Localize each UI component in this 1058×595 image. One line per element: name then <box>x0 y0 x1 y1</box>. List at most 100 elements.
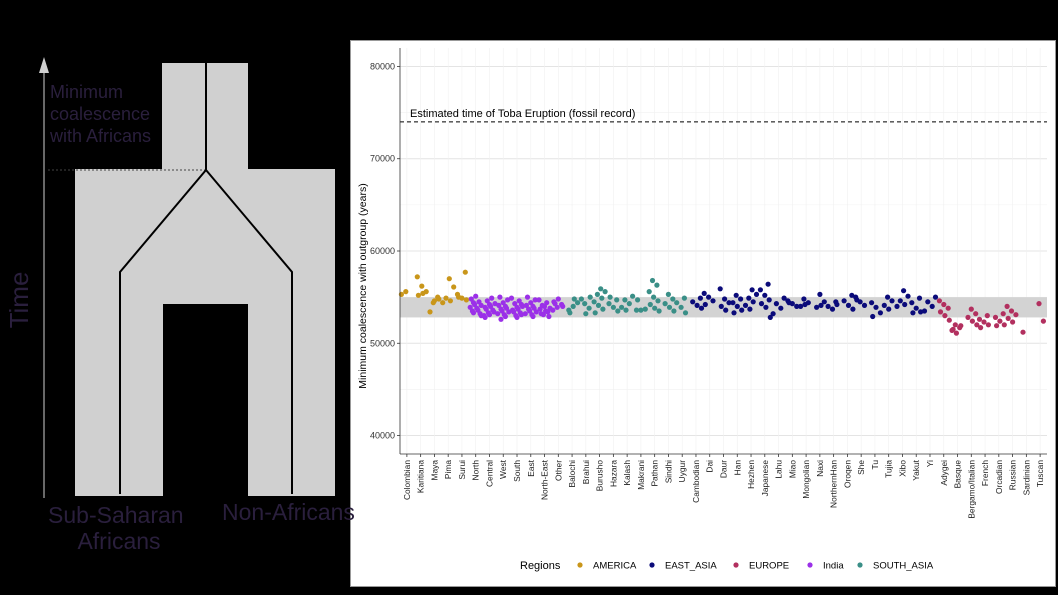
data-point-Adygei <box>937 309 944 315</box>
data-point-Kalash <box>622 297 628 303</box>
data-point-Balochi <box>571 296 577 302</box>
data-point-South <box>508 295 515 301</box>
data-point-Cambodian <box>690 299 696 305</box>
data-point-Orcadian <box>1001 322 1007 328</box>
x-tick-label: North-East <box>540 459 550 500</box>
data-point-North-East <box>537 306 543 312</box>
data-point-Pathan <box>654 282 660 288</box>
x-tick-label: French <box>980 460 990 486</box>
data-point-Sardinian <box>1020 329 1026 335</box>
x-tick-label: Uygur <box>677 460 687 483</box>
data-point-Hazara <box>614 297 620 303</box>
data-point-Dai <box>706 294 712 300</box>
data-point-Other <box>550 307 556 313</box>
x-tick-label: Makrani <box>636 460 646 490</box>
data-point-Hezhen <box>746 295 752 301</box>
data-point-Naxi <box>817 291 823 297</box>
data-point-NorthernHan <box>829 306 836 312</box>
data-point-Hazara <box>607 294 613 300</box>
data-point-North <box>470 300 477 306</box>
x-tick-label: Pathan <box>650 460 660 487</box>
x-tick-label: North <box>471 460 481 481</box>
data-point-Sindhi <box>670 296 676 302</box>
data-point-Burusho <box>598 286 604 292</box>
data-point-Maya <box>436 296 442 302</box>
data-point-Balochi <box>575 300 581 306</box>
x-tick-label: Maya <box>429 460 439 481</box>
data-point-Sindhi <box>665 291 671 297</box>
data-point-Yakut <box>913 305 919 311</box>
data-point-Pathan <box>646 289 652 295</box>
data-point-Basque <box>952 322 958 328</box>
data-point-Japanese <box>766 297 772 303</box>
data-point-North-East <box>536 297 542 303</box>
data-point-Tu <box>869 300 875 306</box>
data-point-Other <box>552 301 558 307</box>
data-point-Japanese <box>758 301 765 307</box>
data-point-Maya <box>427 309 433 315</box>
data-point-Xibo <box>902 301 908 308</box>
data-point-Pathan <box>649 277 656 284</box>
x-tick-label: Cambodian <box>691 460 701 503</box>
lineage-lines <box>119 63 293 494</box>
data-point-Cambodian <box>698 305 705 311</box>
legend-swatch-AMERICA <box>577 562 583 568</box>
data-point-Pima <box>451 284 457 290</box>
data-point-Pathan <box>652 305 658 311</box>
coalescence-schematic: Time Minimum coalescence with Africans S… <box>4 57 335 554</box>
legend-swatch-EUROPE <box>733 562 739 568</box>
data-point-Han <box>733 292 739 298</box>
x-tick-label: Sindhi <box>663 460 673 483</box>
time-axis-arrow-icon <box>39 57 49 73</box>
data-point-Han <box>731 310 737 316</box>
data-point-East <box>533 309 539 315</box>
data-point-Karitiana <box>419 283 425 289</box>
data-point-Brahui <box>583 311 589 317</box>
x-tick-label: East <box>526 459 536 476</box>
data-point-East <box>530 303 536 309</box>
data-point-Tu <box>873 304 879 310</box>
data-point-Mongolian <box>798 303 804 309</box>
x-tick-label: Colombian <box>402 460 412 500</box>
data-point-Han <box>739 307 745 313</box>
data-point-Japanese <box>767 314 773 320</box>
x-tick-label: Hazara <box>608 460 618 487</box>
data-point-Surui <box>463 297 469 303</box>
data-point-Kalash <box>619 304 625 310</box>
data-point-South <box>517 310 523 316</box>
data-point-Miao <box>786 300 792 306</box>
coalescence-chart: Estimated time of Toba Eruption (fossil … <box>350 40 1056 587</box>
data-point-Dai <box>701 290 707 296</box>
data-point-French <box>976 316 983 322</box>
data-point-Burusho <box>591 299 597 305</box>
data-point-Han <box>730 300 736 306</box>
data-point-East <box>526 306 532 312</box>
legend-swatch-EAST_ASIA <box>649 562 655 568</box>
data-point-Central <box>485 310 491 316</box>
data-point-West <box>498 306 504 312</box>
data-point-Yi <box>925 299 931 305</box>
data-point-Bergamo/Italian <box>973 311 979 317</box>
data-point-Mongolian <box>802 301 808 308</box>
data-point-Russian <box>1004 303 1010 309</box>
data-point-Pathan <box>656 308 662 314</box>
data-point-North-East <box>540 312 546 318</box>
x-tick-label: Japanese <box>760 460 770 497</box>
x-tick-label: Brahui <box>581 460 591 484</box>
data-point-French <box>985 322 992 328</box>
data-point-Japanese <box>757 287 763 293</box>
data-point-North-East <box>546 313 552 320</box>
data-point-Burusho <box>594 291 600 297</box>
x-tick-label: Kalash <box>622 460 632 486</box>
data-point-Japanese <box>762 292 768 298</box>
data-point-Cambodian <box>697 295 703 301</box>
data-point-Cambodian <box>694 302 700 308</box>
data-point-Russian <box>1005 315 1011 321</box>
data-point-Makrani <box>642 306 648 312</box>
x-tick-label: Pima <box>443 460 453 479</box>
data-point-Central <box>489 295 495 301</box>
data-point-Karitiana <box>420 290 426 296</box>
sub-saharan-label: Sub-Saharan Africans <box>48 502 190 554</box>
x-tick-label: Hezhen <box>746 460 756 489</box>
time-label: Time <box>4 272 34 329</box>
